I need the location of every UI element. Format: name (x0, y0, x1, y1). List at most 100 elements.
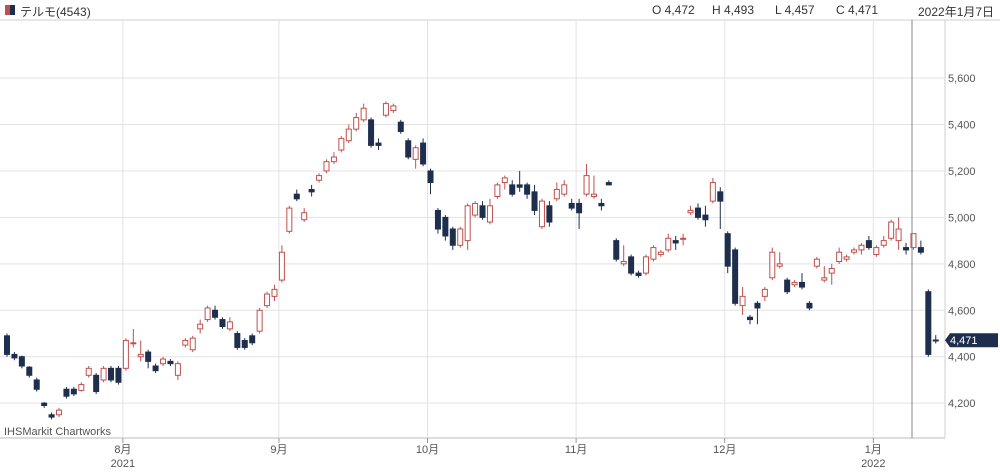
candle (806, 300, 813, 311)
candle (769, 247, 776, 281)
candle (264, 291, 271, 308)
candle (160, 356, 167, 367)
candle-body (26, 366, 33, 376)
x-tick-label: 9月 (270, 444, 287, 456)
candle-body (412, 147, 419, 160)
y-tick-label: 4,200 (948, 398, 976, 410)
candle-body (226, 321, 233, 330)
candle-body (680, 237, 687, 240)
candle (865, 235, 872, 250)
candle-body (843, 256, 850, 260)
candle (910, 233, 917, 250)
candle-body (732, 249, 739, 304)
candle (427, 168, 434, 195)
candle (70, 386, 77, 397)
y-tick-label: 4,800 (948, 259, 976, 271)
candle-body (486, 205, 493, 223)
candle (717, 187, 724, 229)
candle-body (212, 309, 219, 318)
candle-body (78, 384, 85, 391)
candle-body (598, 202, 605, 207)
candle-body (650, 247, 657, 260)
axes-layer: 4,200 4,400 4,600 4,800 5,000 5,200 5,400 5,600… (111, 73, 998, 470)
candle-body (836, 251, 843, 263)
candle-body (197, 323, 204, 330)
candle-body (48, 414, 55, 418)
candle (189, 335, 196, 353)
candle-body (888, 221, 895, 239)
candle-body (108, 367, 115, 381)
candle-body (382, 103, 389, 116)
candle (799, 273, 806, 290)
candle (442, 215, 449, 241)
candle (33, 377, 40, 392)
candle (724, 231, 731, 274)
candle-body (241, 339, 248, 348)
candle-body (449, 228, 456, 246)
x-tick-label: 1月 (865, 444, 882, 456)
y-tick-label: 4,600 (948, 305, 976, 317)
candle (226, 317, 233, 332)
candle (345, 124, 352, 144)
candle (598, 198, 605, 211)
candle (784, 277, 791, 295)
candle (903, 242, 910, 255)
candle (813, 256, 820, 269)
candle (26, 366, 33, 378)
candle-body (605, 182, 612, 186)
candle-body (271, 288, 278, 297)
candle (100, 366, 107, 383)
y-tick-label: 5,400 (948, 120, 976, 132)
candle (219, 317, 226, 329)
candle (821, 266, 828, 283)
candle-body (799, 281, 806, 288)
candle-body (420, 142, 427, 165)
candle-body (851, 249, 858, 253)
candle-body (174, 363, 181, 376)
candle (278, 245, 285, 283)
candle (873, 245, 880, 257)
candle-body (642, 256, 649, 274)
candle-body (479, 205, 486, 218)
x-tick-year: 2022 (861, 458, 885, 470)
candle-body (405, 140, 412, 158)
candle-body (434, 209, 441, 230)
candle (576, 198, 583, 229)
candle (249, 333, 256, 346)
y-tick-label: 5,600 (948, 73, 976, 85)
candle-body (769, 251, 776, 279)
candle (880, 235, 887, 248)
candle (479, 201, 486, 220)
candle-body (189, 337, 196, 351)
candles-layer (4, 101, 939, 420)
candle (851, 247, 858, 255)
candle-body (865, 240, 872, 249)
candle-body (278, 251, 285, 281)
candle-body (553, 189, 560, 200)
candle-body (256, 309, 263, 332)
candle (538, 198, 545, 229)
candle-body (249, 335, 256, 344)
candle-body (182, 339, 189, 346)
candle-body (375, 142, 382, 146)
candle-body (828, 267, 835, 274)
candle-body (784, 279, 791, 293)
candle-body (791, 281, 798, 286)
candle-body (702, 214, 709, 221)
candle-body (442, 216, 449, 237)
candle-body (301, 212, 308, 221)
candle-body (717, 191, 724, 202)
candle (747, 314, 753, 325)
candle-body (85, 367, 92, 376)
candle (546, 201, 553, 227)
candle (843, 254, 850, 262)
candle (791, 280, 798, 288)
candle (412, 145, 419, 169)
candle (516, 170, 523, 192)
candle (494, 182, 501, 199)
candle-body (561, 184, 568, 195)
candle (449, 226, 456, 250)
candle-body (41, 402, 48, 406)
candle-body (516, 184, 523, 188)
